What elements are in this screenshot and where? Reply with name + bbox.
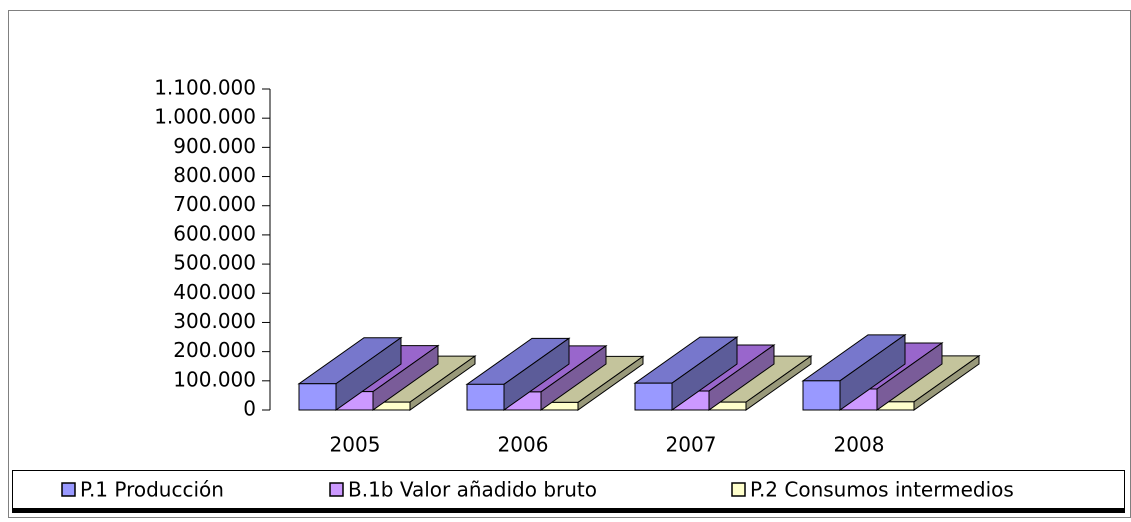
y-tick-label: 0 bbox=[243, 397, 256, 421]
y-tick-label: 400.000 bbox=[173, 280, 256, 304]
bar bbox=[297, 336, 403, 411]
legend-box bbox=[12, 470, 1125, 509]
x-tick-label: 2006 bbox=[498, 433, 549, 457]
y-tick-label: 1.000.000 bbox=[154, 105, 256, 129]
legend-swatch bbox=[329, 482, 344, 497]
y-tick-label: 200.000 bbox=[173, 338, 256, 362]
y-tick-label: 300.000 bbox=[173, 309, 256, 333]
legend-label: B.1b Valor añadido bruto bbox=[348, 478, 597, 502]
bar bbox=[633, 336, 739, 411]
x-tick-label: 2007 bbox=[666, 433, 717, 457]
y-tick-label: 1.100.000 bbox=[154, 76, 256, 100]
x-tick-label: 2008 bbox=[834, 433, 885, 457]
bar-front bbox=[298, 383, 337, 411]
y-tick-label: 500.000 bbox=[173, 251, 256, 275]
bar bbox=[465, 337, 571, 411]
x-tick-label: 2005 bbox=[330, 433, 381, 457]
y-tick-label: 700.000 bbox=[173, 192, 256, 216]
chart-border bbox=[8, 10, 1131, 518]
bar-front bbox=[634, 382, 673, 411]
y-tick-label: 100.000 bbox=[173, 367, 256, 391]
bar-front bbox=[466, 383, 505, 411]
y-tick-label: 800.000 bbox=[173, 163, 256, 187]
legend-label: P.2 Consumos intermedios bbox=[750, 478, 1014, 502]
bar bbox=[801, 333, 907, 411]
y-tick-label: 900.000 bbox=[173, 134, 256, 158]
legend-swatch bbox=[61, 482, 76, 497]
y-tick-label: 600.000 bbox=[173, 221, 256, 245]
legend-label: P.1 Producción bbox=[80, 478, 224, 502]
bar-front bbox=[802, 380, 841, 411]
legend-swatch bbox=[731, 482, 746, 497]
